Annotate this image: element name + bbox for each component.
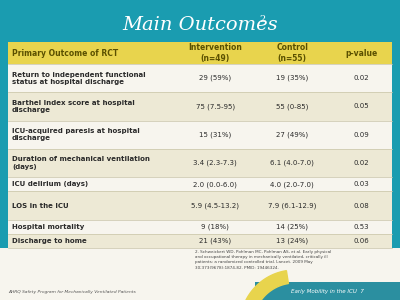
Bar (8, 234, 392, 248)
Text: 3.4 (2.3-7.3): 3.4 (2.3-7.3) (194, 160, 237, 166)
Text: ICU delirium (days): ICU delirium (days) (12, 181, 88, 187)
Bar (8, 121, 392, 149)
Bar (8, 92, 392, 121)
Text: Discharge to home: Discharge to home (12, 238, 87, 244)
Text: 0.03: 0.03 (354, 181, 369, 187)
Text: p-value: p-value (345, 49, 378, 58)
Text: 14 (25%): 14 (25%) (276, 224, 308, 230)
Bar (8, 149, 392, 177)
Text: 0.05: 0.05 (354, 103, 369, 109)
Bar (8, 220, 392, 234)
Bar (8, 42, 392, 248)
Polygon shape (240, 271, 288, 300)
Bar (0, 248, 400, 300)
Text: Return to independent functional
status at hospital discharge: Return to independent functional status … (12, 71, 146, 85)
Text: AHRQ Safety Program for Mechanically Ventilated Patients: AHRQ Safety Program for Mechanically Ven… (8, 290, 136, 294)
Text: 27 (49%): 27 (49%) (276, 131, 308, 138)
Text: 5.9 (4.5-13.2): 5.9 (4.5-13.2) (191, 202, 239, 209)
FancyBboxPatch shape (255, 282, 400, 300)
Text: 0.08: 0.08 (354, 202, 369, 208)
Text: 0.02: 0.02 (354, 75, 369, 81)
Text: 2. Schweickert WD, Pohlman MC, Pohlman AS, et al. Early physical
and occupationa: 2. Schweickert WD, Pohlman MC, Pohlman A… (195, 250, 331, 270)
Text: 15 (31%): 15 (31%) (199, 131, 232, 138)
Bar (8, 42, 392, 64)
Text: 2: 2 (259, 16, 265, 25)
Text: 9 (18%): 9 (18%) (202, 224, 229, 230)
Text: Main Outcomes: Main Outcomes (122, 16, 278, 34)
Text: Hospital mortality: Hospital mortality (12, 224, 84, 230)
Text: Barthel Index score at hospital
discharge: Barthel Index score at hospital discharg… (12, 100, 135, 113)
Text: 4.0 (2.0-7.0): 4.0 (2.0-7.0) (270, 181, 314, 188)
Text: 2.0 (0.0-6.0): 2.0 (0.0-6.0) (194, 181, 237, 188)
Text: 0.09: 0.09 (354, 132, 369, 138)
Bar (8, 64, 392, 92)
Text: 55 (0-85): 55 (0-85) (276, 103, 308, 110)
Text: 7.9 (6.1-12.9): 7.9 (6.1-12.9) (268, 202, 316, 209)
Text: Duration of mechanical ventilation
(days): Duration of mechanical ventilation (days… (12, 157, 150, 170)
Text: 6.1 (4.0-7.0): 6.1 (4.0-7.0) (270, 160, 314, 166)
Text: 75 (7.5-95): 75 (7.5-95) (196, 103, 235, 110)
Text: Early Mobility in the ICU  7: Early Mobility in the ICU 7 (290, 289, 364, 293)
Text: 0.53: 0.53 (354, 224, 369, 230)
Text: 0.06: 0.06 (354, 238, 369, 244)
Text: ICU-acquired paresis at hospital
discharge: ICU-acquired paresis at hospital dischar… (12, 128, 140, 141)
Bar (8, 177, 392, 191)
Text: Primary Outcome of RCT: Primary Outcome of RCT (12, 49, 118, 58)
Text: 19 (35%): 19 (35%) (276, 75, 308, 81)
Text: 0.02: 0.02 (354, 160, 369, 166)
Text: 13 (24%): 13 (24%) (276, 238, 308, 244)
Text: 29 (59%): 29 (59%) (199, 75, 232, 81)
Text: 21 (43%): 21 (43%) (199, 238, 232, 244)
Text: Intervention
(n=49): Intervention (n=49) (188, 43, 242, 63)
Text: Control
(n=55): Control (n=55) (276, 43, 308, 63)
Bar (8, 191, 392, 220)
Text: LOS in the ICU: LOS in the ICU (12, 202, 69, 208)
